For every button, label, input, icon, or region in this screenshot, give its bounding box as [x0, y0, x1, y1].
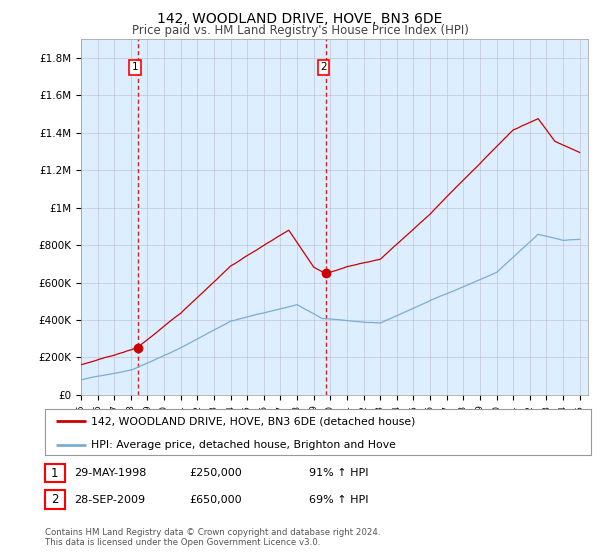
Text: 69% ↑ HPI: 69% ↑ HPI [309, 494, 368, 505]
Text: 142, WOODLAND DRIVE, HOVE, BN3 6DE: 142, WOODLAND DRIVE, HOVE, BN3 6DE [157, 12, 443, 26]
Text: Contains HM Land Registry data © Crown copyright and database right 2024.
This d: Contains HM Land Registry data © Crown c… [45, 528, 380, 547]
Text: 2: 2 [320, 62, 327, 72]
Text: 91% ↑ HPI: 91% ↑ HPI [309, 468, 368, 478]
Text: 2: 2 [51, 493, 59, 506]
Text: 29-MAY-1998: 29-MAY-1998 [74, 468, 146, 478]
Text: £250,000: £250,000 [189, 468, 242, 478]
Text: £650,000: £650,000 [189, 494, 242, 505]
Text: Price paid vs. HM Land Registry's House Price Index (HPI): Price paid vs. HM Land Registry's House … [131, 24, 469, 36]
Text: HPI: Average price, detached house, Brighton and Hove: HPI: Average price, detached house, Brig… [91, 440, 396, 450]
Text: 1: 1 [51, 466, 59, 480]
Text: 142, WOODLAND DRIVE, HOVE, BN3 6DE (detached house): 142, WOODLAND DRIVE, HOVE, BN3 6DE (deta… [91, 416, 416, 426]
Text: 1: 1 [132, 62, 139, 72]
Text: 28-SEP-2009: 28-SEP-2009 [74, 494, 145, 505]
